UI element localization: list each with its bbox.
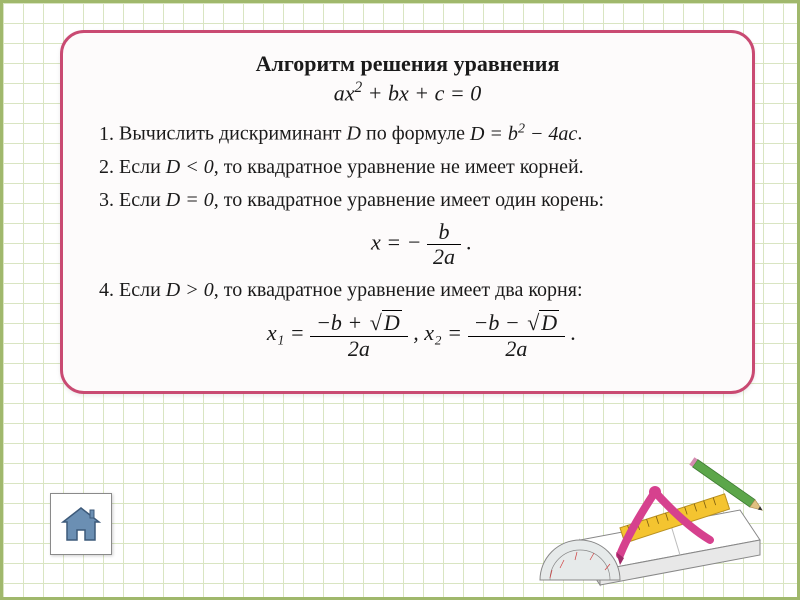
step-1-D: D — [347, 123, 361, 145]
step-3: Если D = 0, то квадратное уравнение имее… — [119, 187, 724, 269]
step-1-formula: D = b2 − 4ac — [470, 123, 577, 145]
step-3-lhs: x = − — [371, 230, 421, 255]
step-4-prefix: Если — [119, 279, 166, 301]
step-4-tail: . — [565, 321, 576, 346]
step-3-frac-bot: 2a — [427, 245, 461, 269]
steps-list: Вычислить дискриминант D по формуле D = … — [91, 120, 724, 360]
step-2-cond: D < 0 — [166, 156, 214, 178]
step-1-text-b: по формуле — [361, 123, 470, 145]
step-4-x1-top: −b + D — [310, 310, 408, 336]
step-4-x1-bot: 2a — [310, 337, 408, 361]
step-4-formula: x₁ = −b + D 2a , x₂ = −b − D 2a . — [119, 310, 724, 360]
step-3-tail: . — [461, 230, 472, 255]
card-equation: ax2 + bx + c = 0 — [91, 79, 724, 106]
step-4-x2-top: −b − D — [468, 310, 566, 336]
step-3-prefix: Если — [119, 189, 166, 211]
step-1-text-a: Вычислить дискриминант — [119, 123, 347, 145]
step-4-x1-label: x₁ = — [267, 321, 310, 346]
step-4-x2-fraction: −b − D 2a — [468, 310, 566, 360]
step-4: Если D > 0, то квадратное уравнение имее… — [119, 277, 724, 360]
step-4-x2-label: x₂ = — [424, 321, 467, 346]
school-supplies-illustration — [520, 420, 780, 590]
algorithm-card: Алгоритм решения уравнения ax2 + bx + c … — [60, 30, 755, 394]
step-2: Если D < 0, то квадратное уравнение не и… — [119, 154, 724, 181]
step-3-frac-top: b — [427, 220, 461, 245]
step-3-cond: D = 0 — [166, 189, 214, 211]
card-title: Алгоритм решения уравнения — [91, 51, 724, 77]
step-4-x1-fraction: −b + D 2a — [310, 310, 408, 360]
step-3-suffix: , то квадратное уравнение имеет один кор… — [214, 189, 604, 211]
step-1-dot: . — [577, 123, 582, 145]
step-4-x2-bot: 2a — [468, 337, 566, 361]
home-button[interactable] — [50, 493, 112, 555]
step-1: Вычислить дискриминант D по формуле D = … — [119, 120, 724, 148]
step-4-suffix: , то квадратное уравнение имеет два корн… — [214, 279, 583, 301]
step-4-sep: , — [413, 321, 424, 346]
step-4-cond: D > 0 — [166, 279, 214, 301]
home-icon — [59, 502, 103, 546]
step-2-suffix: , то квадратное уравнение не имеет корне… — [214, 156, 584, 178]
step-3-fraction: b 2a — [427, 220, 461, 269]
step-3-formula: x = − b 2a . — [119, 220, 724, 269]
step-2-prefix: Если — [119, 156, 166, 178]
